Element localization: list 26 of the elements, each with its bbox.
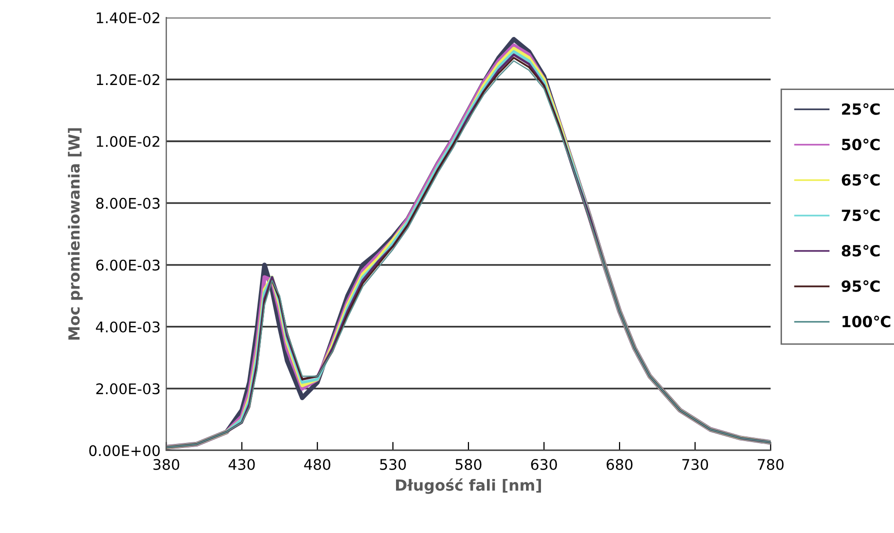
y-tick-label: 1.40E-02: [96, 12, 160, 24]
legend-label: 25℃: [842, 103, 880, 115]
x-tick-label: 380: [153, 458, 180, 470]
y-tick-label: 0.00E+00: [89, 445, 160, 456]
x-tick-label: 630: [531, 458, 557, 470]
y-tick-label: 1.20E-02: [96, 74, 160, 86]
x-tick-label: 580: [456, 458, 482, 470]
legend-label: 85℃: [842, 244, 880, 257]
y-tick-label: 6.00E-03: [96, 260, 160, 271]
legend-label: 100℃: [842, 316, 890, 328]
legend-label: 50℃: [842, 138, 880, 150]
x-tick-label: 530: [380, 458, 406, 470]
y-tick-label: 4.00E-03: [96, 321, 160, 332]
legend-label: 75℃: [842, 209, 880, 222]
x-tick-label: 480: [304, 458, 330, 470]
y-tick-label: 2.00E-03: [96, 383, 160, 394]
x-tick-label: 780: [758, 458, 784, 470]
y-tick-label: 8.00E-03: [96, 198, 160, 209]
x-tick-label: 730: [682, 458, 708, 470]
legend-label: 65℃: [842, 174, 880, 186]
y-tick-label: 1.00E-02: [96, 136, 160, 147]
x-tick-label: 430: [228, 458, 255, 470]
x-axis-title: Długość fali [nm]: [396, 478, 541, 494]
x-tick-label: 680: [606, 458, 632, 470]
legend-label: 95℃: [842, 280, 880, 292]
y-axis-title: Moc promieniowania [W]: [68, 128, 83, 340]
